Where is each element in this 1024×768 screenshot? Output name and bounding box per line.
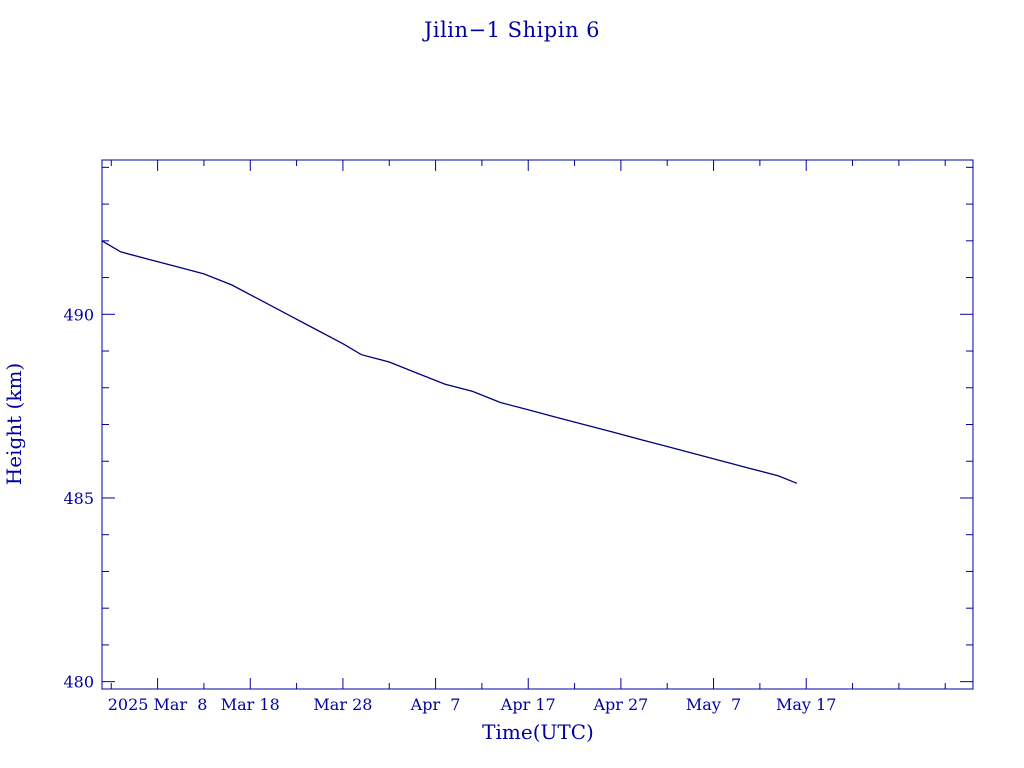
x-tick-label: May 17 xyxy=(776,695,836,714)
axis-ticks xyxy=(102,160,973,689)
y-axis-label: Height (km) xyxy=(2,363,26,485)
x-axis-label: Time(UTC) xyxy=(482,720,594,744)
y-tick-label: 480 xyxy=(63,673,94,692)
x-tick-label: Mar 28 xyxy=(313,695,372,714)
x-tick-label: Mar 18 xyxy=(221,695,280,714)
y-tick-label: 490 xyxy=(63,305,94,324)
x-tick-label: Apr 27 xyxy=(592,695,648,714)
x-tick-label: May 7 xyxy=(686,695,741,714)
plot-frame xyxy=(101,159,974,690)
chart-title: Jilin−1 Shipin 6 xyxy=(422,18,600,42)
x-tick-label: Apr 17 xyxy=(500,695,556,714)
axis-tick-labels: 2025 Mar 8 Mar 18 Mar 28 Apr 7 Apr 17 Apr 27 M… xyxy=(63,305,836,714)
y-tick-label: 485 xyxy=(63,489,94,508)
x-tick-label: 2025 Mar 8 xyxy=(108,695,208,714)
height-series-line xyxy=(101,240,798,484)
x-tick-label: Apr 7 xyxy=(410,695,461,714)
